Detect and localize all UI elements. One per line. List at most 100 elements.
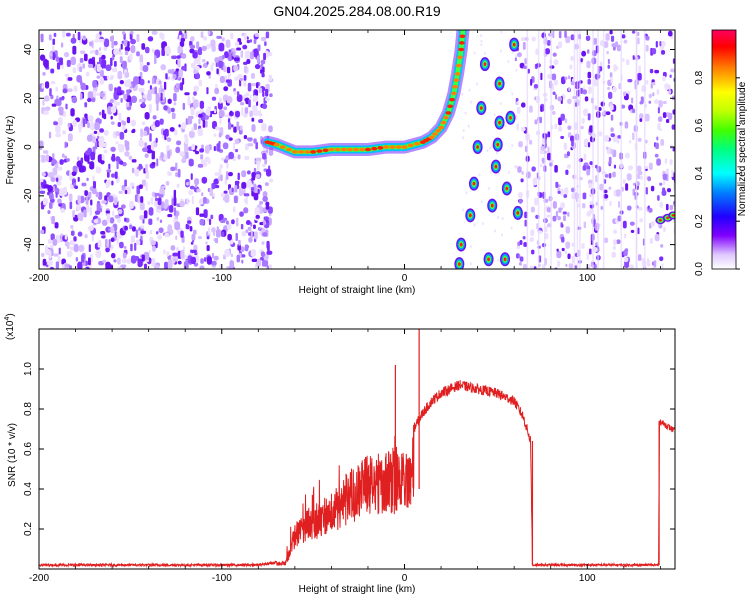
noise-cell (59, 97, 65, 101)
noise-cell (246, 137, 253, 141)
noise-cell (194, 183, 198, 188)
noise-cell (671, 124, 675, 130)
noise-cell (571, 255, 574, 264)
noise-cell (151, 48, 155, 53)
noise-cell (137, 258, 143, 268)
noise-cell (103, 46, 108, 51)
noise-cell (167, 107, 171, 114)
noise-cell (128, 155, 133, 160)
noise-cell (507, 170, 510, 174)
noise-cell (71, 96, 78, 104)
noise-cell (516, 52, 522, 58)
noise-cell (566, 164, 572, 169)
noise-cell (135, 229, 138, 238)
noise-cell (87, 97, 92, 103)
noise-cell (95, 191, 99, 198)
noise-cell (44, 81, 50, 89)
tone-peak (457, 55, 464, 60)
noise-cell (101, 54, 106, 60)
noise-cell (57, 198, 62, 204)
noise-cell (560, 222, 563, 228)
noise-cell (106, 171, 110, 178)
noise-cell (480, 43, 483, 47)
noise-cell (129, 53, 133, 60)
noise-cell (87, 63, 94, 68)
noise-cell (639, 118, 643, 122)
noise-cell (207, 106, 212, 110)
noise-cell (73, 243, 79, 253)
noise-cell (117, 257, 121, 265)
noise-cell (240, 254, 246, 258)
noise-cell (515, 115, 518, 120)
colorbar-tick-label: 0.0 (694, 262, 705, 276)
noise-cell (607, 58, 610, 64)
noise-cell (262, 91, 265, 97)
noise-cell (194, 178, 200, 186)
noise-cell (110, 121, 115, 125)
noise-cell (99, 128, 104, 133)
noise-cell (64, 73, 70, 77)
noise-cell (233, 90, 237, 95)
noise-cell (115, 101, 120, 106)
colorbar-ticks: 0.0 0.2 0.4 0.6 0.8 (694, 70, 740, 276)
noise-cell (181, 65, 186, 71)
noise-cell (222, 54, 225, 59)
noise-cell (106, 75, 110, 80)
noise-cell (656, 89, 660, 95)
noise-cell (213, 133, 217, 137)
noise-cell (141, 179, 147, 187)
noise-cell (612, 171, 616, 178)
noise-cell (219, 164, 223, 169)
noise-cell (171, 55, 178, 60)
noise-cell (191, 143, 195, 151)
noise-cell (603, 193, 609, 199)
noise-cell (47, 171, 54, 178)
noise-cell (60, 42, 64, 48)
noise-cell (622, 179, 626, 184)
noise-cell (566, 151, 570, 157)
noise-cell (591, 57, 597, 65)
noise-cell (254, 33, 259, 38)
noise-cell (81, 182, 87, 187)
noise-cell (123, 39, 129, 47)
noise-cell (669, 159, 673, 166)
noise-cell (259, 201, 264, 205)
noise-cell (110, 146, 116, 152)
noise-cell (189, 225, 193, 232)
noise-cell (617, 215, 622, 222)
noise-cell (501, 233, 504, 237)
noise-cell (558, 207, 562, 213)
noise-cell (79, 57, 84, 63)
noise-cell (143, 168, 146, 174)
noise-cell (649, 237, 653, 244)
noise-cell (95, 33, 100, 39)
noise-cell (612, 245, 616, 250)
noise-cell (613, 164, 617, 169)
noise-cell (557, 216, 561, 221)
noise-cell (84, 234, 88, 239)
noise-cell (138, 88, 142, 93)
noise-cell (651, 48, 657, 55)
noise-cell (150, 197, 154, 205)
noise-cell (658, 100, 663, 108)
noise-cell (69, 201, 73, 210)
tone-peak (346, 147, 353, 152)
noise-cell (218, 59, 223, 69)
noise-cell (111, 252, 116, 259)
noise-cell (101, 219, 108, 226)
noise-cell (672, 268, 675, 269)
noise-cell (583, 221, 587, 229)
noise-cell (647, 176, 651, 182)
noise-cell (113, 60, 117, 67)
noise-cell (175, 235, 178, 241)
noise-cell (262, 191, 268, 198)
noise-cell (221, 231, 225, 238)
noise-cell (80, 157, 84, 164)
noise-cell (669, 74, 672, 78)
noise-cell (251, 176, 256, 181)
noise-cell (67, 133, 73, 142)
snr-frame (38, 328, 676, 570)
noise-cell (672, 146, 675, 152)
snr-series (39, 329, 675, 569)
noise-cell (58, 117, 63, 126)
